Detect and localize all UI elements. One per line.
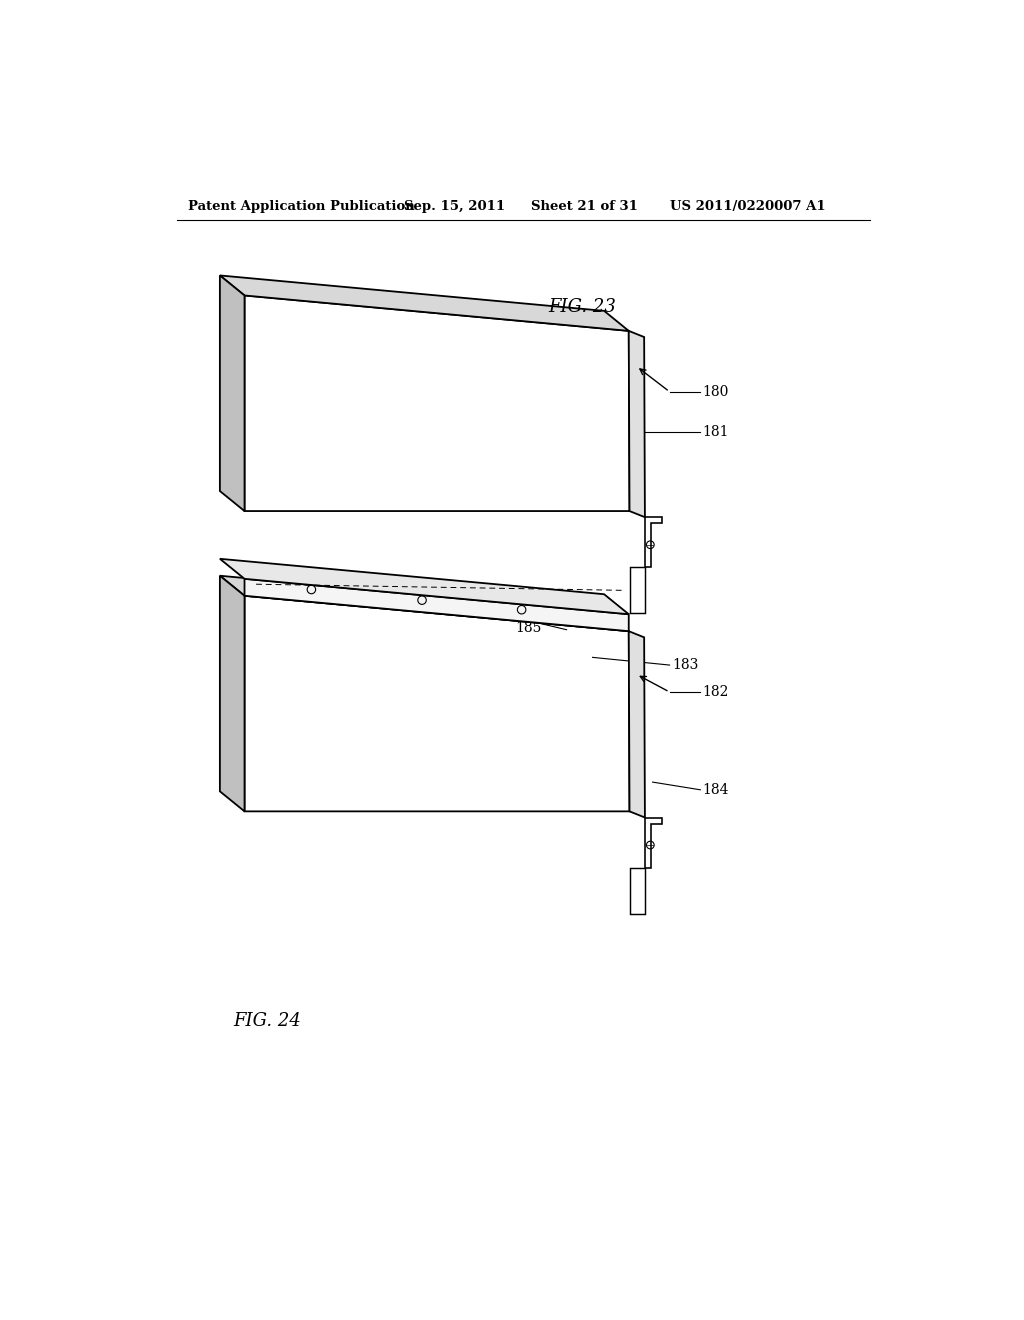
Text: Sep. 15, 2011: Sep. 15, 2011: [403, 199, 505, 213]
Polygon shape: [629, 331, 645, 517]
Text: 180: 180: [702, 384, 729, 399]
Text: Patent Application Publication: Patent Application Publication: [188, 199, 415, 213]
Bar: [630, 867, 645, 913]
Text: 182: 182: [702, 685, 729, 700]
Text: 183: 183: [672, 659, 698, 672]
Text: FIG. 24: FIG. 24: [233, 1012, 301, 1030]
Text: US 2011/0220007 A1: US 2011/0220007 A1: [670, 199, 825, 213]
Text: Sheet 21 of 31: Sheet 21 of 31: [531, 199, 638, 213]
Bar: [630, 568, 645, 614]
Polygon shape: [220, 576, 629, 631]
Polygon shape: [645, 817, 662, 867]
Polygon shape: [245, 595, 630, 812]
Text: FIG. 23: FIG. 23: [548, 298, 615, 315]
Polygon shape: [645, 517, 662, 568]
Text: 184: 184: [702, 783, 729, 797]
Text: 185: 185: [515, 622, 542, 635]
Polygon shape: [220, 558, 629, 614]
Polygon shape: [220, 576, 245, 812]
Polygon shape: [245, 296, 630, 511]
Polygon shape: [220, 276, 245, 511]
Polygon shape: [629, 631, 645, 817]
Text: 181: 181: [702, 425, 729, 438]
Polygon shape: [245, 578, 629, 631]
Polygon shape: [220, 276, 629, 331]
